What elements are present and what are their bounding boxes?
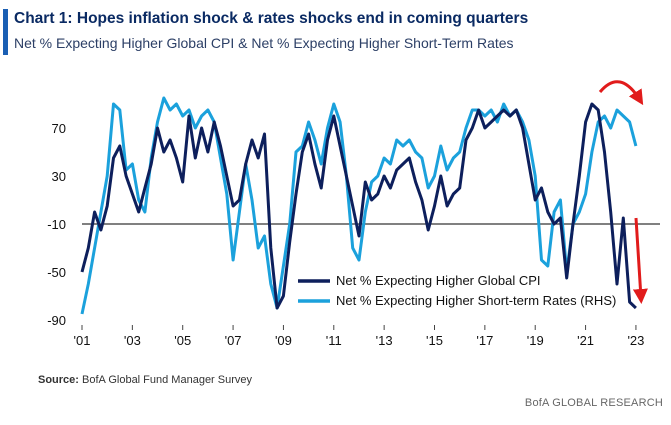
- x-tick-label: '15: [426, 333, 443, 348]
- y-tick-label: -50: [47, 265, 66, 280]
- series-line-cpi: [80, 102, 637, 310]
- x-tick-label: '05: [174, 333, 191, 348]
- down-arrow: [632, 217, 648, 304]
- legend-label: Net % Expecting Higher Global CPI: [336, 273, 540, 288]
- source-note: Source: BofA Global Fund Manager Survey: [38, 374, 252, 386]
- title-accent-bar: [3, 9, 8, 55]
- x-tick-label: '03: [124, 333, 141, 348]
- y-tick-label: 30: [52, 169, 66, 184]
- x-tick-label: '09: [275, 333, 292, 348]
- brand-footer: BofA GLOBAL RESEARCH: [524, 397, 663, 409]
- x-tick-label: '19: [527, 333, 544, 348]
- chart-title: Chart 1: Hopes inflation shock & rates s…: [14, 10, 529, 27]
- y-tick-label: -10: [47, 217, 66, 232]
- x-tick-label: '17: [476, 333, 493, 348]
- x-tick-label: '13: [376, 333, 393, 348]
- x-tick-label: '01: [74, 333, 91, 348]
- y-tick-label: -90: [47, 313, 66, 328]
- source-text: BofA Global Fund Manager Survey: [82, 374, 253, 386]
- source-label: Source:: [38, 374, 79, 386]
- x-tick-label: '07: [225, 333, 242, 348]
- legend-label: Net % Expecting Higher Short-term Rates …: [336, 293, 616, 308]
- series-line-rates: [80, 96, 638, 315]
- y-tick-label: 70: [52, 121, 66, 136]
- x-tick-label: '23: [627, 333, 644, 348]
- curved-down-arrow: [598, 80, 644, 106]
- x-tick-label: '21: [577, 333, 594, 348]
- chart-subtitle: Net % Expecting Higher Global CPI & Net …: [14, 35, 514, 51]
- x-tick-label: '11: [326, 333, 342, 348]
